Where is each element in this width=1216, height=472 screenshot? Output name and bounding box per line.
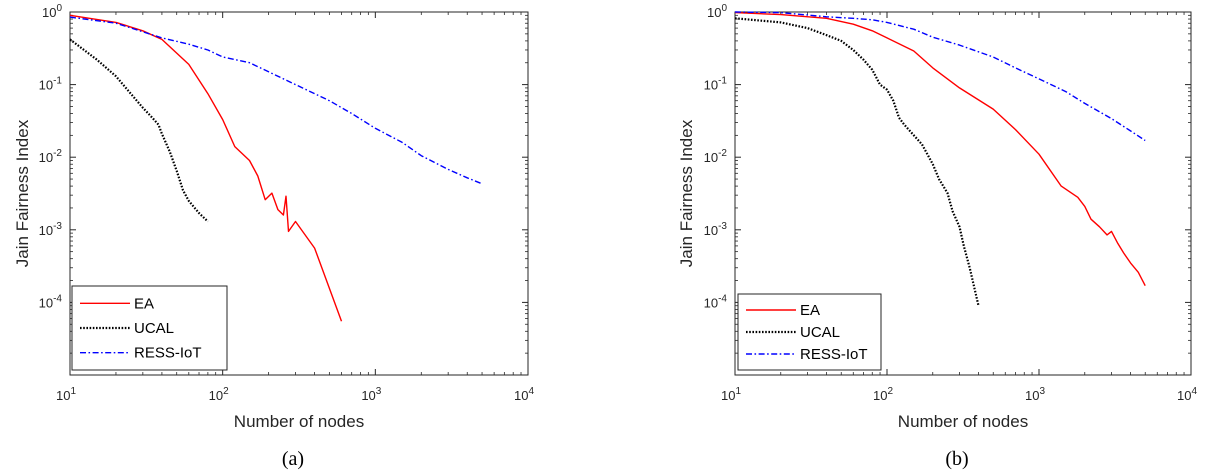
- x-tick-label: 103: [361, 386, 381, 403]
- x-tick-label: 104: [514, 386, 534, 403]
- series-line-ucal: [69, 38, 209, 223]
- legend-box: [71, 285, 228, 371]
- y-tick-label: 10-3: [704, 221, 728, 238]
- y-tick-label: 10-4: [39, 293, 63, 310]
- legend: EA UCAL RESS-IoT: [737, 293, 882, 371]
- panel-caption: (b): [945, 448, 968, 470]
- chart-panel-1: 101 102 103 104 100 10-1 10-2 10-3 10-4 EA UCAL RES…: [13, 3, 534, 470]
- series-line-ress-iot: [734, 11, 1146, 142]
- y-tick-label: 10-3: [39, 221, 63, 238]
- y-tick-label: 10-1: [704, 76, 728, 93]
- legend-label-ucal: UCAL: [134, 320, 174, 337]
- x-tick-label: 101: [56, 386, 76, 403]
- legend-label-ress-iot: RESS-IoT: [800, 346, 868, 363]
- x-tick-label: 101: [721, 386, 741, 403]
- y-tick-label: 10-2: [39, 148, 63, 165]
- x-tick-label: 102: [209, 386, 229, 403]
- x-axis-label: Number of nodes: [898, 412, 1028, 431]
- x-tick-label: 102: [873, 386, 893, 403]
- y-axis-label: Jain Fairness Index: [13, 119, 32, 267]
- y-tick-label: 100: [42, 3, 62, 20]
- panel-caption: (a): [282, 448, 304, 470]
- x-axis-label: Number of nodes: [234, 412, 364, 431]
- legend: EA UCAL RESS-IoT: [71, 285, 228, 371]
- y-tick-label: 10-1: [39, 76, 63, 93]
- chart-panel-2: 101 102 103 104 100 10-1 10-2 10-3 10-4 EA UCAL RES…: [677, 3, 1197, 470]
- x-tick-label: 103: [1025, 386, 1045, 403]
- series-line-ress-iot: [69, 16, 483, 185]
- legend-box: [737, 293, 882, 371]
- y-tick-label: 10-2: [704, 148, 728, 165]
- legend-label-ea: EA: [134, 295, 154, 312]
- y-axis-label: Jain Fairness Index: [677, 119, 696, 267]
- y-tick-label: 100: [707, 3, 727, 20]
- legend-label-ea: EA: [800, 302, 820, 319]
- y-tick-label: 10-4: [704, 293, 728, 310]
- x-tick-label: 104: [1177, 386, 1197, 403]
- series-line-ea: [734, 11, 1146, 287]
- legend-label-ucal: UCAL: [800, 324, 840, 341]
- legend-label-ress-iot: RESS-IoT: [134, 345, 202, 362]
- series-line-ea: [69, 14, 343, 322]
